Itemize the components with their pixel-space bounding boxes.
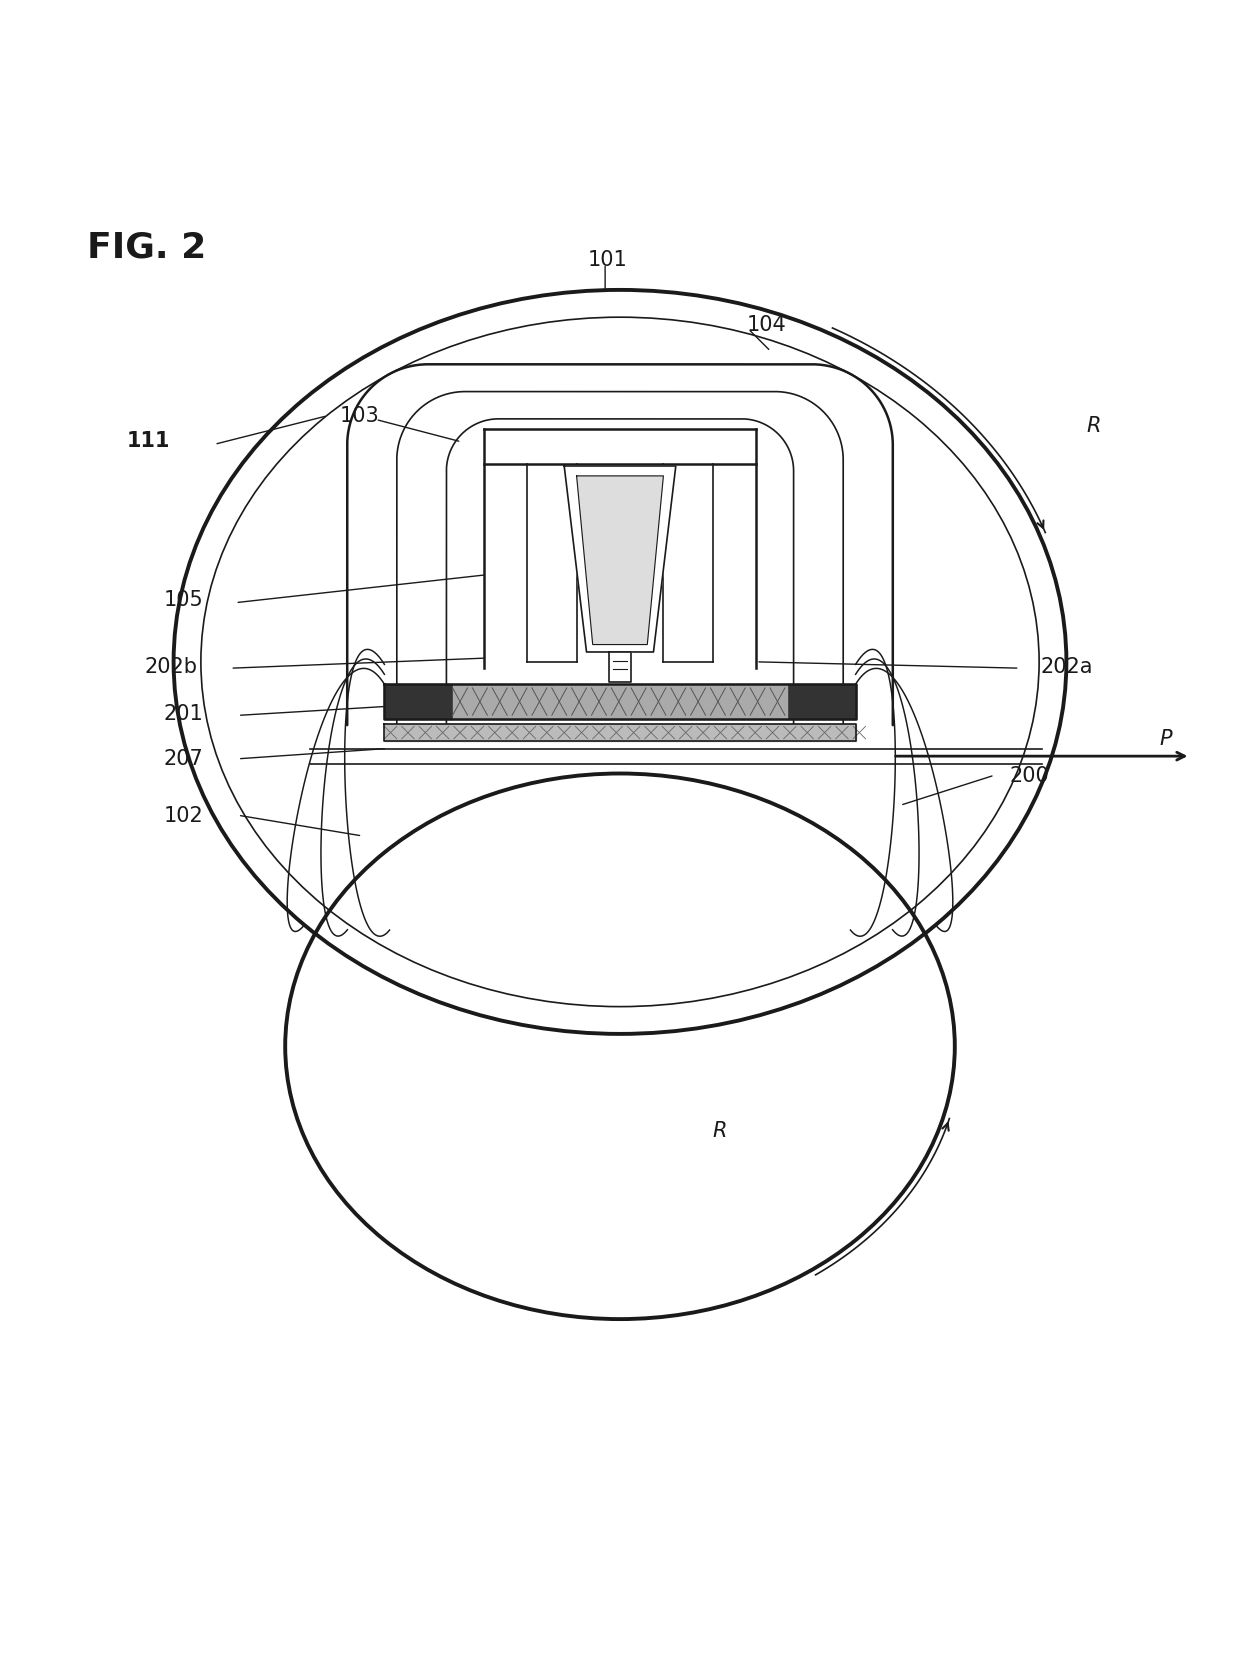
Text: FIG. 2: FIG. 2 [87, 231, 206, 264]
Text: 207: 207 [164, 749, 203, 769]
Text: 201: 201 [164, 703, 203, 724]
Polygon shape [609, 652, 631, 682]
Polygon shape [453, 683, 787, 719]
Polygon shape [564, 466, 676, 652]
Text: 104: 104 [746, 314, 786, 334]
Polygon shape [384, 724, 856, 742]
Text: 202a: 202a [1040, 657, 1092, 677]
Text: 202b: 202b [145, 657, 197, 677]
Text: 111: 111 [126, 431, 171, 451]
Polygon shape [577, 476, 663, 645]
Polygon shape [787, 683, 856, 719]
Text: 103: 103 [340, 406, 379, 426]
Text: R: R [712, 1121, 727, 1141]
Text: P: P [1159, 729, 1172, 749]
Text: 101: 101 [588, 251, 627, 271]
Polygon shape [384, 683, 453, 719]
Text: 200: 200 [1009, 765, 1049, 785]
Text: R: R [1086, 416, 1101, 436]
Text: 105: 105 [164, 590, 203, 610]
Text: 102: 102 [164, 805, 203, 825]
